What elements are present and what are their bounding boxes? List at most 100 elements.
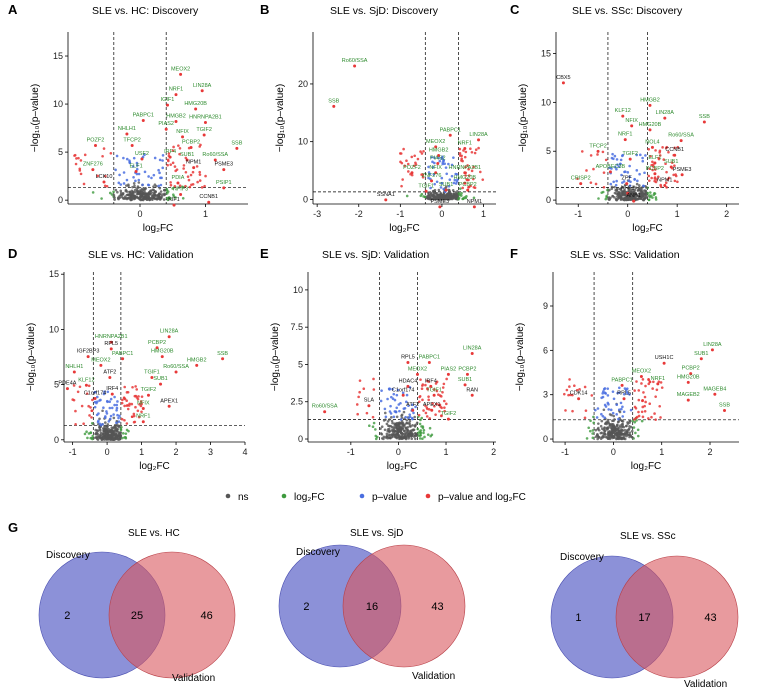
data-point	[102, 406, 105, 410]
data-point	[583, 385, 587, 389]
data-point	[106, 427, 109, 430]
data-point	[448, 178, 452, 181]
data-point	[93, 405, 97, 409]
data-point	[96, 174, 100, 178]
data-point	[408, 419, 412, 423]
data-point	[122, 197, 126, 200]
data-point	[604, 405, 608, 408]
gene-point	[650, 145, 654, 149]
data-point	[379, 399, 383, 403]
gene-label: NFF1	[621, 185, 635, 191]
data-point	[146, 192, 150, 195]
data-point	[641, 159, 645, 163]
gene-point	[424, 189, 428, 193]
data-point	[617, 386, 621, 390]
data-point	[157, 168, 160, 172]
gene-point	[596, 149, 600, 153]
data-point	[407, 437, 410, 440]
data-point	[625, 424, 628, 428]
data-point	[662, 158, 666, 161]
x-axis-title: log₂FC	[632, 223, 663, 234]
gene-label: PCBP2	[182, 139, 200, 145]
gene-point	[465, 372, 469, 376]
data-point	[398, 422, 401, 426]
data-point	[652, 165, 655, 168]
data-point	[127, 183, 130, 186]
data-point	[633, 420, 637, 424]
data-point	[113, 395, 116, 399]
data-point	[72, 384, 76, 387]
data-point	[424, 411, 428, 415]
data-point	[418, 395, 421, 399]
y-tick-label: 10	[53, 99, 63, 109]
data-point	[635, 169, 639, 172]
data-point	[578, 387, 581, 391]
data-point	[437, 156, 440, 160]
y-tick-label: 0	[303, 194, 308, 204]
data-point	[184, 156, 188, 160]
gene-label: Ro60/SSA	[342, 58, 368, 64]
x-tick-label: 1	[675, 209, 680, 219]
data-point	[372, 377, 375, 381]
gene-label: PCBP2	[682, 366, 700, 372]
gene-label: IRF4	[425, 378, 437, 384]
data-point	[603, 430, 606, 433]
data-point	[643, 197, 646, 201]
data-point	[143, 153, 146, 157]
data-point	[615, 167, 618, 171]
y-tick-label: 5	[546, 146, 551, 156]
data-point	[147, 196, 151, 199]
data-point	[428, 426, 432, 430]
x-axis-title: log₂FC	[139, 461, 170, 472]
data-point	[430, 194, 433, 198]
data-point	[105, 412, 109, 415]
gene-point	[65, 387, 69, 391]
data-point	[433, 156, 436, 159]
data-point	[612, 397, 616, 401]
data-point	[98, 417, 101, 421]
data-point	[438, 409, 441, 413]
data-point	[380, 425, 384, 429]
data-point	[136, 185, 140, 188]
data-point	[643, 189, 646, 192]
gene-label: TFCP2	[589, 143, 606, 149]
data-point	[444, 166, 448, 169]
data-point	[115, 408, 118, 412]
gene-point	[406, 360, 410, 364]
data-point	[405, 427, 408, 431]
y-tick-label: 20	[298, 79, 308, 89]
data-point	[621, 420, 625, 423]
data-point	[133, 194, 137, 198]
data-point	[125, 193, 129, 197]
data-point	[139, 188, 142, 192]
data-point	[130, 415, 134, 419]
data-point	[674, 174, 678, 178]
data-point	[633, 418, 636, 421]
data-point	[403, 429, 406, 433]
data-point	[405, 421, 408, 425]
y-tick-label: 3	[543, 390, 548, 400]
gene-point	[323, 410, 327, 414]
gene-point	[466, 188, 470, 192]
data-point	[102, 147, 106, 150]
data-point	[615, 158, 619, 161]
data-point	[607, 198, 611, 201]
data-point	[442, 399, 446, 403]
gene-label: APEX1	[423, 402, 441, 408]
data-point	[178, 152, 181, 156]
data-point	[565, 388, 569, 392]
data-point	[115, 406, 119, 410]
data-point	[450, 174, 454, 178]
data-point	[455, 195, 458, 199]
data-point	[633, 389, 636, 392]
gene-point	[723, 409, 727, 413]
gene-point	[185, 158, 189, 162]
data-point	[365, 411, 369, 415]
x-tick-label: 0	[625, 209, 630, 219]
data-point	[605, 195, 608, 199]
data-point	[380, 432, 384, 436]
gene-point	[134, 169, 138, 173]
gene-point	[429, 384, 433, 388]
legend-label: p–value	[372, 492, 407, 503]
data-point	[660, 386, 664, 389]
